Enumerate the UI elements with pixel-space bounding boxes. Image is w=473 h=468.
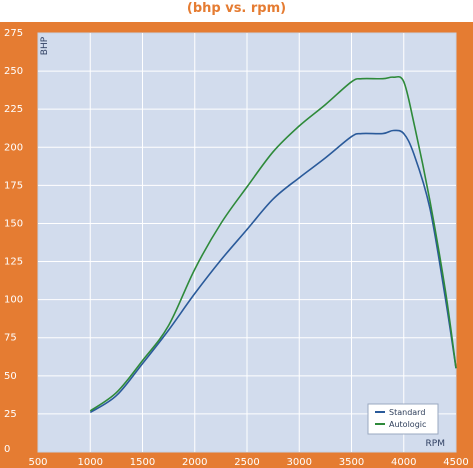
legend-label-autologic: Autologic — [389, 420, 426, 429]
x-tick-label: 1000 — [78, 457, 103, 468]
x-tick-label: 500 — [28, 457, 47, 468]
y-tick-label: 25 — [4, 409, 17, 420]
series-lines — [89, 75, 457, 414]
x-tick-label: 1500 — [130, 457, 155, 468]
legend-label-standard: Standard — [389, 408, 425, 417]
y-tick-label: 150 — [4, 218, 23, 229]
tick-labels: 500 1000 1500 2000 2500 3000 3500 4000 4500 0 25 50… — [4, 28, 469, 468]
x-tick-label: 2000 — [182, 457, 207, 468]
gridlines — [38, 33, 456, 452]
chart-title: (bhp vs. rpm) — [186, 1, 287, 16]
x-tick-label: 3000 — [287, 457, 312, 468]
x-axis-label: RPM — [426, 439, 445, 449]
title-band — [0, 0, 473, 22]
x-tick-label: 3500 — [339, 457, 364, 468]
y-tick-label: 175 — [4, 180, 23, 191]
x-tick-label: 4000 — [391, 457, 416, 468]
y-tick-label: 225 — [4, 104, 23, 115]
y-tick-label: 100 — [4, 295, 23, 306]
y-tick-label: 250 — [4, 66, 23, 77]
legend-box — [367, 403, 439, 435]
y-tick-label: 125 — [4, 257, 23, 268]
series-line-standard — [89, 129, 457, 414]
x-tick-label: 2500 — [234, 457, 259, 468]
x-tick-label: 4500 — [443, 457, 468, 468]
y-tick-label: 0 — [4, 444, 10, 455]
y-tick-label: 50 — [4, 371, 17, 382]
y-tick-label: 200 — [4, 142, 23, 153]
legend: Standard Autologic — [367, 403, 439, 435]
y-tick-label: 75 — [4, 333, 17, 344]
series-line-autologic — [89, 75, 457, 412]
y-axis-label: BHP — [40, 36, 50, 55]
y-tick-label: 275 — [4, 28, 23, 39]
